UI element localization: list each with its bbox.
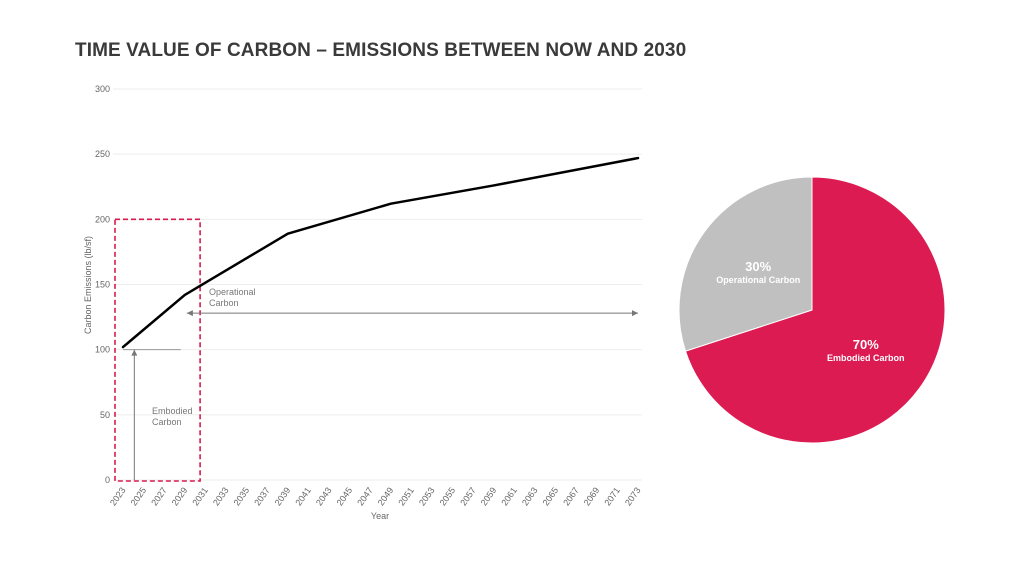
x-tick-label: 2065 (541, 485, 561, 507)
pie-slice-label: Embodied Carbon (827, 353, 905, 363)
grid-lines (113, 88, 642, 481)
x-tick-label: 2029 (170, 485, 190, 507)
embodied-carbon-label: Carbon (152, 417, 182, 427)
x-tick-label: 2059 (479, 485, 499, 507)
y-axis-title: Carbon Emissions (lb/sf) (83, 236, 93, 334)
x-tick-label: 2057 (458, 485, 478, 507)
pie-slice-operational-carbon (678, 176, 813, 352)
x-tick-label: 2025 (129, 485, 149, 507)
x-tick-label: 2041 (293, 485, 313, 507)
y-tick-label: 150 (95, 280, 110, 290)
pie-slice-embodied-carbon (684, 176, 946, 444)
x-tick-label: 2027 (149, 485, 169, 507)
x-tick-label: 2047 (355, 485, 375, 507)
y-tick-label: 100 (95, 345, 110, 355)
x-tick-label: 2023 (108, 485, 128, 507)
x-tick-label: 2037 (252, 485, 272, 507)
x-tick-label: 2043 (314, 485, 334, 507)
x-tick-label: 2031 (190, 485, 210, 507)
x-tick-label: 2063 (520, 485, 540, 507)
emissions-series-line (121, 156, 640, 349)
x-tick-label: 2049 (376, 485, 396, 507)
x-axis-title: Year (371, 511, 389, 521)
x-tick-label: 2055 (438, 485, 458, 507)
x-tick-label: 2051 (396, 485, 416, 507)
x-tick-label: 2053 (417, 485, 437, 507)
embodied-carbon-label: Embodied (152, 406, 193, 416)
x-tick-label: 2061 (499, 485, 519, 507)
operational-arrowhead-right (632, 310, 638, 317)
x-tick-label: 2069 (582, 485, 602, 507)
y-tick-label: 50 (100, 410, 110, 420)
operational-arrowhead-left (186, 310, 193, 317)
highlight-range-box (114, 218, 201, 482)
operational-carbon-label: Carbon (209, 298, 239, 308)
y-tick-label: 0 (105, 475, 110, 485)
pie-percent-label: 30% (745, 259, 771, 274)
series-layer (121, 156, 640, 349)
x-tick-label: 2073 (623, 485, 643, 507)
x-tick-label: 2033 (211, 485, 231, 507)
embodied-arrowhead (131, 349, 138, 356)
pie-chart: 70%Embodied Carbon 30%Operational Carbon (678, 176, 946, 444)
y-tick-label: 250 (95, 149, 110, 159)
x-tick-labels: 2023 2025 2027 2029 2031 2033 2035 2037 2039 2041… (108, 485, 643, 507)
x-tick-label: 2035 (232, 485, 252, 507)
y-tick-labels: 0 50 100 150 200 250 300 (95, 84, 110, 485)
x-tick-label: 2045 (335, 485, 355, 507)
x-tick-label: 2067 (561, 485, 581, 507)
y-tick-label: 200 (95, 214, 110, 224)
pie-percent-label: 70% (853, 337, 879, 352)
slide-title: TIME VALUE OF CARBON – EMISSIONS BETWEEN… (75, 40, 687, 61)
operational-carbon-label: Operational (209, 287, 256, 297)
x-tick-label: 2071 (602, 485, 622, 507)
y-tick-label: 300 (95, 84, 110, 94)
x-tick-label: 2039 (273, 485, 293, 507)
pie-slice-label: Operational Carbon (716, 275, 800, 285)
